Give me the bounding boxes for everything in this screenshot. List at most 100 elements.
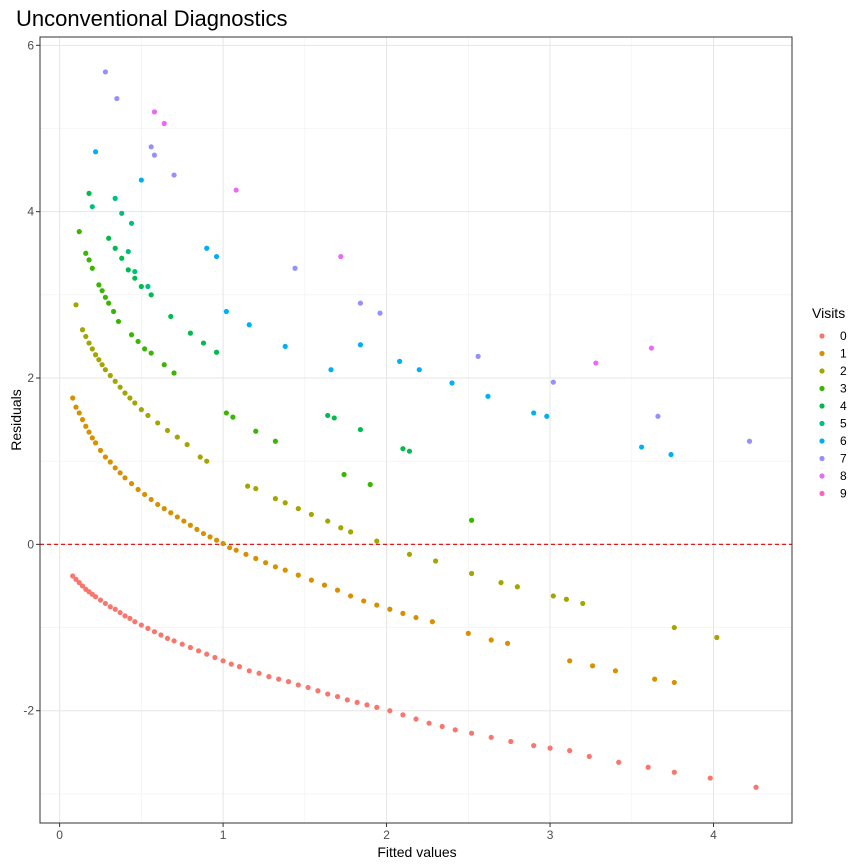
data-point-visits-2 <box>107 372 113 379</box>
data-point-visits-1 <box>567 658 573 664</box>
data-point-visits-1 <box>194 526 200 532</box>
data-point-visits-1 <box>213 537 220 543</box>
data-point-visits-5 <box>128 220 135 226</box>
data-point-visits-0 <box>400 712 406 718</box>
data-point-visits-0 <box>220 658 226 664</box>
data-point-visits-1 <box>233 547 239 553</box>
legend-label-visits-3: 3 <box>840 382 847 396</box>
x-tick-label: 3 <box>547 828 554 842</box>
legend-label-visits-4: 4 <box>840 399 847 413</box>
data-point-visits-3 <box>148 350 154 356</box>
data-point-visits-1 <box>79 417 86 423</box>
data-point-visits-6 <box>668 451 674 458</box>
data-point-visits-7 <box>475 353 481 359</box>
data-point-visits-7 <box>148 144 154 150</box>
legend-key-visits-6 <box>819 438 825 444</box>
data-point-visits-7 <box>550 379 556 385</box>
data-point-visits-0 <box>107 604 113 610</box>
data-point-visits-4 <box>187 330 193 336</box>
data-point-visits-0 <box>547 745 553 751</box>
data-point-visits-3 <box>253 428 259 434</box>
legend-key-visits-2 <box>819 368 825 374</box>
data-point-visits-1 <box>86 429 92 435</box>
data-point-visits-1 <box>92 440 99 446</box>
data-point-visits-0 <box>567 748 573 754</box>
data-point-visits-1 <box>148 496 154 503</box>
data-point-visits-2 <box>132 400 138 406</box>
data-point-visits-3 <box>115 318 122 325</box>
data-point-visits-2 <box>96 357 102 363</box>
data-point-visits-1 <box>374 602 380 608</box>
data-point-visits-0 <box>374 704 380 710</box>
data-point-visits-2 <box>245 483 251 489</box>
grid-lines <box>40 37 792 823</box>
data-point-visits-7 <box>655 413 661 419</box>
data-point-visits-3 <box>96 282 102 288</box>
y-axis-ticks: -2 0 2 4 6 <box>23 38 40 718</box>
data-point-visits-4 <box>138 283 144 290</box>
data-point-visits-0 <box>266 674 272 680</box>
data-point-visits-7 <box>171 172 177 178</box>
data-point-visits-0 <box>452 727 458 733</box>
data-point-visits-2 <box>73 302 79 308</box>
data-point-visits-2 <box>374 538 380 544</box>
data-point-visits-2 <box>138 407 144 413</box>
data-point-visits-1 <box>70 395 76 401</box>
data-point-visits-0 <box>76 580 82 586</box>
data-point-visits-6 <box>92 149 99 155</box>
data-point-visits-6 <box>449 380 455 386</box>
data-point-visits-4 <box>112 245 118 251</box>
data-point-visits-0 <box>73 576 79 582</box>
data-point-visits-1 <box>348 593 354 599</box>
legend-key-visits-7 <box>819 455 825 462</box>
data-point-visits-3 <box>468 517 475 523</box>
data-point-visits-2 <box>86 340 92 346</box>
data-point-visits-1 <box>253 555 259 562</box>
data-point-visits-1 <box>263 560 269 566</box>
x-tick-label: 4 <box>710 828 717 842</box>
data-point-visits-3 <box>272 438 279 444</box>
data-point-visits-2 <box>406 551 413 557</box>
data-point-visits-1 <box>155 501 161 508</box>
data-point-visits-4 <box>106 235 112 241</box>
data-point-visits-4 <box>148 292 154 298</box>
data-point-visits-0 <box>315 688 321 694</box>
data-point-visits-8 <box>593 360 599 366</box>
data-point-visits-3 <box>106 300 112 306</box>
data-point-visits-0 <box>364 702 370 708</box>
data-point-visits-3 <box>99 288 105 294</box>
plot-border <box>39 36 793 824</box>
legend-label-visits-6: 6 <box>840 434 847 448</box>
data-point-visits-2 <box>155 420 161 426</box>
y-axis-label: Residuals <box>8 389 24 450</box>
data-point-visits-1 <box>76 410 82 416</box>
data-point-visits-7 <box>102 69 108 75</box>
data-point-visits-6 <box>282 343 288 350</box>
data-point-visits-0 <box>112 606 118 612</box>
x-axis-label: Fitted values <box>377 844 456 860</box>
data-point-visits-3 <box>367 481 373 488</box>
legend-label-visits-0: 0 <box>840 329 847 343</box>
data-point-visits-1 <box>73 404 79 410</box>
data-point-visits-1 <box>272 564 279 570</box>
data-point-visits-2 <box>99 362 105 368</box>
data-point-visits-1 <box>97 447 104 453</box>
data-point-visits-0 <box>92 594 99 600</box>
data-point-visits-7 <box>357 300 364 306</box>
data-point-visits-1 <box>413 614 419 621</box>
legend-label-visits-1: 1 <box>840 347 847 361</box>
data-point-visits-5 <box>119 210 125 216</box>
data-point-visits-5 <box>145 283 151 290</box>
data-point-visits-0 <box>387 708 393 714</box>
data-point-visits-0 <box>195 648 202 654</box>
data-point-visits-0 <box>344 697 350 703</box>
data-point-visits-3 <box>83 250 89 256</box>
data-point-visits-2 <box>514 584 520 590</box>
data-point-visits-8 <box>161 120 167 127</box>
data-point-visits-2 <box>338 525 344 531</box>
data-point-visits-0 <box>145 625 151 631</box>
data-point-visits-0 <box>671 769 677 775</box>
data-point-visits-2 <box>89 346 95 352</box>
data-point-visits-1 <box>161 506 167 512</box>
